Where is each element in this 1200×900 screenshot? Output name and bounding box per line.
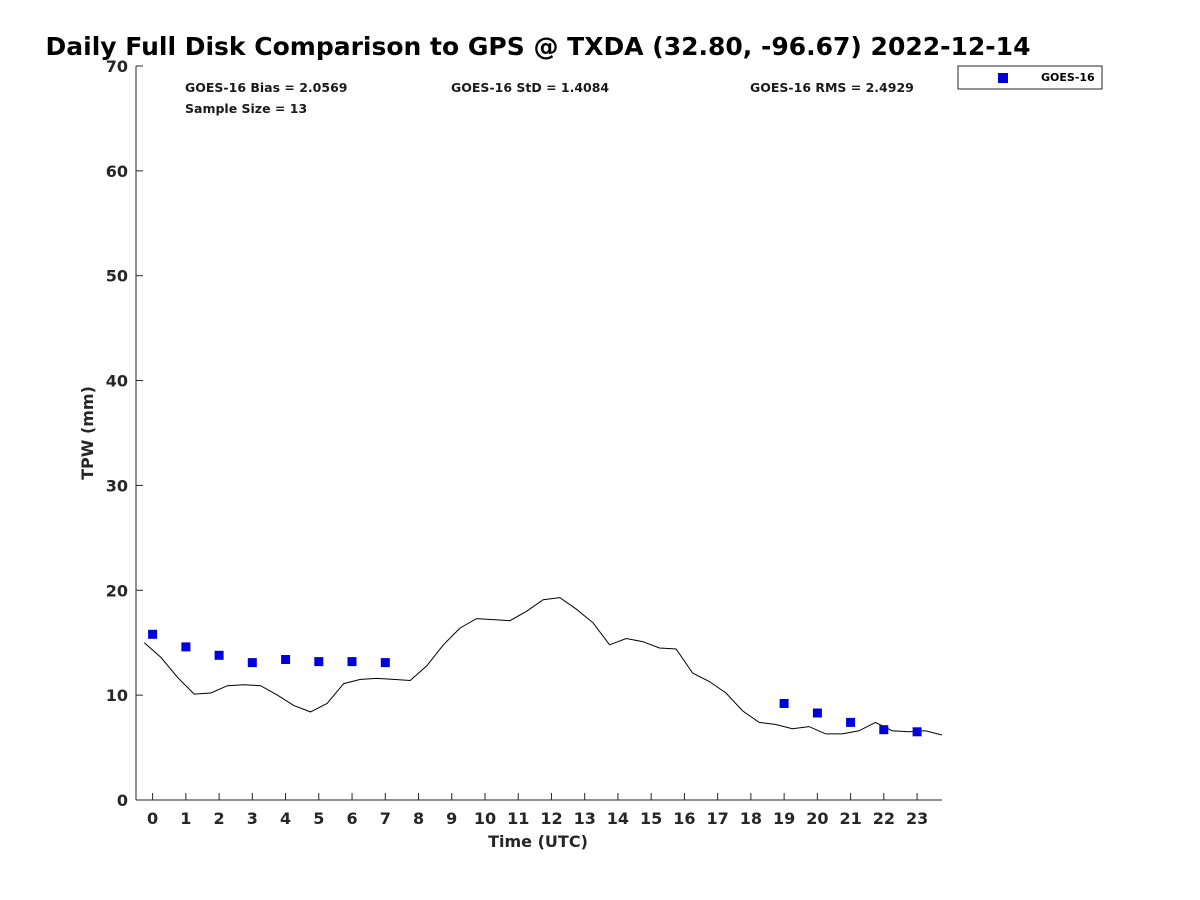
x-tick-label: 7 bbox=[380, 809, 391, 828]
x-axis-ticks: 0 1 2 3 4 5 6 7 8 9 10 11 12 13 14 15 16 17 18 19 20 21 22 23 bbox=[147, 793, 928, 828]
y-tick-label: 40 bbox=[106, 372, 128, 391]
x-axis-label: Time (UTC) bbox=[488, 832, 588, 851]
x-tick-label: 2 bbox=[214, 809, 225, 828]
x-tick-label: 16 bbox=[673, 809, 695, 828]
legend: GOES-16 bbox=[957, 65, 1103, 90]
x-tick-label: 18 bbox=[740, 809, 762, 828]
x-tick-label: 21 bbox=[839, 809, 861, 828]
y-tick-label: 0 bbox=[117, 791, 128, 810]
goes16-point bbox=[380, 658, 390, 668]
x-tick-label: 3 bbox=[247, 809, 258, 828]
x-tick-label: 20 bbox=[806, 809, 828, 828]
y-tick-label: 30 bbox=[106, 476, 128, 495]
gps-tpw-line bbox=[143, 597, 943, 736]
y-tick-label: 70 bbox=[106, 57, 128, 76]
goes16-point bbox=[846, 717, 856, 727]
goes16-point bbox=[148, 629, 158, 639]
x-tick-label: 10 bbox=[474, 809, 496, 828]
x-tick-label: 12 bbox=[540, 809, 562, 828]
legend-label-goes16: GOES-16 bbox=[1041, 71, 1095, 84]
stat-sample-size: Sample Size = 13 bbox=[185, 101, 307, 116]
stat-bias: GOES-16 Bias = 2.0569 bbox=[185, 80, 347, 95]
x-tick-label: 23 bbox=[906, 809, 928, 828]
goes16-point bbox=[779, 699, 789, 708]
series-layer bbox=[143, 597, 943, 737]
x-tick-label: 4 bbox=[280, 809, 291, 828]
y-tick-label: 60 bbox=[106, 162, 128, 181]
x-tick-label: 8 bbox=[413, 809, 424, 828]
stat-rms: GOES-16 RMS = 2.4929 bbox=[750, 80, 914, 95]
x-tick-label: 19 bbox=[773, 809, 795, 828]
y-axis-ticks: 0 10 20 30 40 50 60 70 bbox=[106, 57, 143, 810]
goes16-point bbox=[181, 642, 191, 652]
goes16-point bbox=[214, 650, 224, 660]
goes16-point bbox=[347, 657, 357, 667]
chart-title: Daily Full Disk Comparison to GPS @ TXDA… bbox=[46, 32, 1031, 61]
goes16-point bbox=[812, 708, 822, 718]
x-tick-label: 22 bbox=[873, 809, 895, 828]
goes16-point bbox=[314, 657, 324, 667]
goes16-point bbox=[281, 655, 291, 664]
x-tick-label: 14 bbox=[607, 809, 629, 828]
x-tick-label: 11 bbox=[507, 809, 529, 828]
x-tick-label: 9 bbox=[446, 809, 457, 828]
stat-std: GOES-16 StD = 1.4084 bbox=[451, 80, 609, 95]
goes16-point bbox=[247, 658, 257, 668]
x-tick-label: 13 bbox=[574, 809, 596, 828]
legend-marker-goes16 bbox=[998, 73, 1008, 83]
x-tick-label: 15 bbox=[640, 809, 662, 828]
y-tick-label: 10 bbox=[106, 686, 128, 705]
x-tick-label: 5 bbox=[313, 809, 324, 828]
x-tick-label: 17 bbox=[707, 809, 729, 828]
y-tick-label: 50 bbox=[106, 267, 128, 286]
y-tick-label: 20 bbox=[106, 581, 128, 600]
x-tick-label: 1 bbox=[180, 809, 191, 828]
goes16-point bbox=[879, 725, 889, 735]
goes16-point bbox=[912, 727, 922, 737]
legend-box bbox=[957, 65, 1103, 90]
x-tick-label: 0 bbox=[147, 809, 158, 828]
y-axis-label: TPW (mm) bbox=[78, 386, 97, 480]
x-tick-label: 6 bbox=[346, 809, 357, 828]
